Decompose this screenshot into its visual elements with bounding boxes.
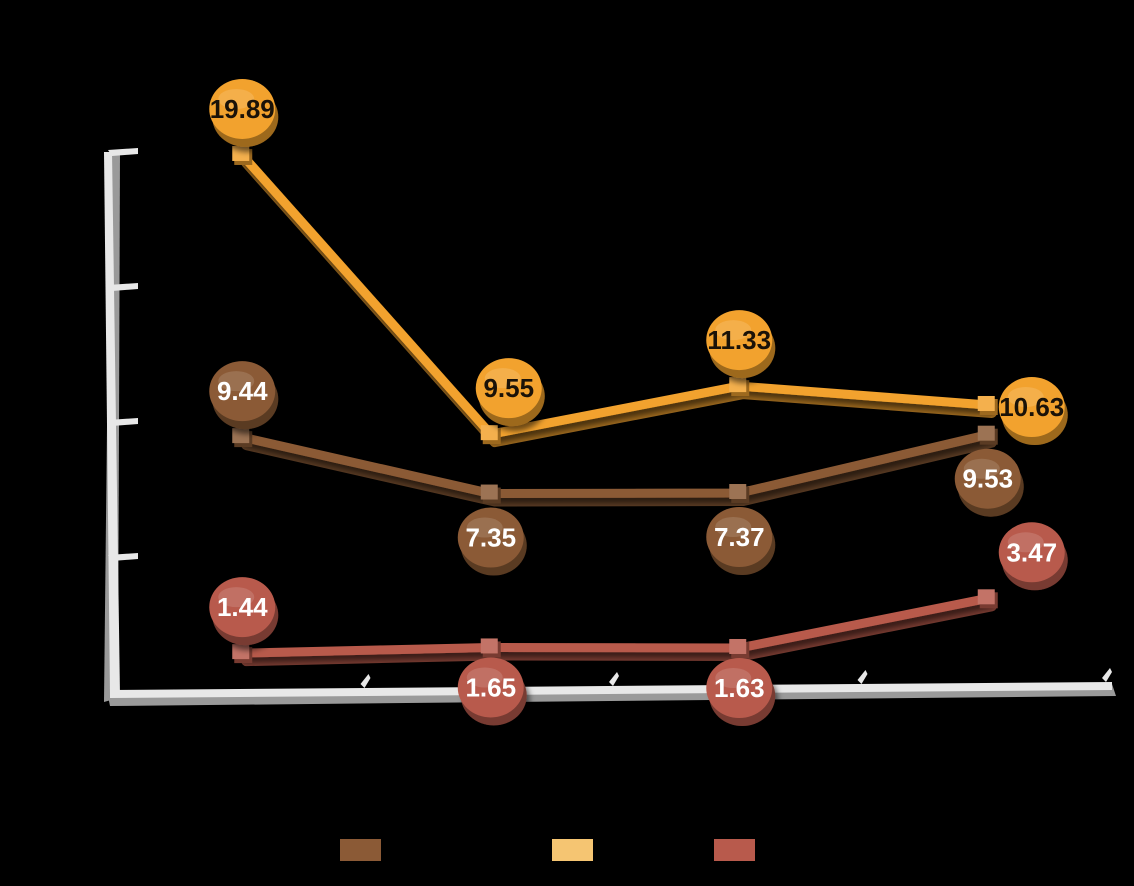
data-label-text: 19.89 bbox=[210, 94, 275, 124]
data-point-marker bbox=[977, 395, 998, 415]
y-tick-mark bbox=[108, 553, 138, 561]
data-label-text: 7.35 bbox=[465, 523, 516, 553]
data-label-bubble: 3.47 bbox=[998, 522, 1068, 591]
data-point-marker bbox=[232, 644, 253, 664]
data-label-bubble: 1.65 bbox=[457, 657, 527, 726]
data-label-bubble: 1.44 bbox=[209, 577, 279, 646]
y-tick-mark bbox=[108, 418, 138, 426]
series-lines bbox=[237, 150, 997, 667]
axes bbox=[104, 148, 1116, 706]
data-label-text: 1.65 bbox=[465, 672, 516, 702]
series-line-shadow bbox=[241, 601, 997, 667]
legend-swatch-0 bbox=[340, 839, 381, 861]
data-point-marker bbox=[729, 638, 750, 658]
data-label-bubble: 11.33 bbox=[706, 310, 776, 379]
legend-swatch-1 bbox=[552, 839, 593, 861]
x-tick-mark bbox=[1102, 668, 1112, 683]
data-label-text: 1.63 bbox=[714, 673, 765, 703]
data-label-text: 1.44 bbox=[217, 592, 268, 622]
data-label-bubble: 19.89 bbox=[209, 78, 279, 147]
data-labels: 9.44 7.35 7.37 9.53 19.89 9.55 11.33 10.63 1.44 1… bbox=[209, 78, 1068, 726]
legend-swatch-2 bbox=[714, 839, 755, 861]
y-tick-mark bbox=[108, 283, 138, 291]
data-label-text: 11.33 bbox=[707, 325, 771, 355]
data-point-marker bbox=[729, 484, 750, 504]
data-label-bubble: 7.37 bbox=[706, 507, 776, 576]
x-tick-mark bbox=[857, 670, 868, 684]
legend bbox=[340, 839, 755, 861]
data-label-bubble: 9.44 bbox=[209, 361, 279, 430]
data-label-bubble: 9.53 bbox=[954, 448, 1024, 517]
data-point-marker bbox=[480, 484, 501, 504]
y-tick-mark bbox=[108, 148, 138, 156]
data-label-bubble: 10.63 bbox=[998, 376, 1068, 445]
x-axis-line bbox=[110, 682, 1112, 698]
data-point-marker bbox=[977, 589, 998, 609]
data-label-text: 9.55 bbox=[483, 373, 534, 403]
x-tick-mark bbox=[609, 672, 619, 686]
data-point-marker bbox=[480, 638, 501, 658]
series-line-shadow bbox=[241, 437, 997, 507]
series-line-0 bbox=[237, 430, 993, 499]
data-label-text: 9.53 bbox=[962, 464, 1013, 494]
series-line-2 bbox=[237, 593, 993, 658]
data-label-bubble: 1.63 bbox=[706, 657, 776, 726]
data-label-text: 7.37 bbox=[714, 522, 765, 552]
data-label-bubble: 7.35 bbox=[457, 507, 527, 576]
data-point-marker bbox=[977, 425, 998, 445]
data-point-marker bbox=[232, 145, 253, 165]
data-label-bubble: 9.55 bbox=[475, 358, 545, 427]
data-label-text: 10.63 bbox=[999, 392, 1064, 422]
series-markers bbox=[232, 145, 998, 664]
data-label-text: 9.44 bbox=[217, 376, 268, 406]
data-point-marker bbox=[232, 428, 253, 448]
x-tick-mark bbox=[360, 674, 371, 688]
data-point-marker bbox=[480, 425, 501, 445]
series-line-1 bbox=[237, 150, 993, 439]
data-label-text: 3.47 bbox=[1006, 537, 1057, 567]
data-point-marker bbox=[729, 377, 750, 397]
